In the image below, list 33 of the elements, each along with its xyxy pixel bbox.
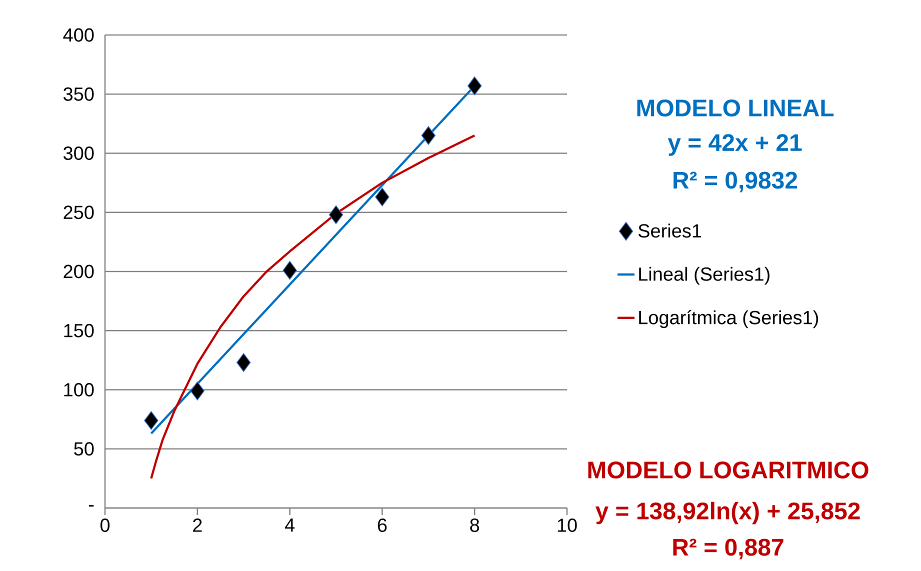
y-tick-label: 200 <box>64 264 94 278</box>
point <box>328 205 344 224</box>
y-tick-label: 300 <box>64 146 94 160</box>
text: y = 42x + 21 <box>668 134 802 156</box>
x-tick-label: 4 <box>284 518 295 532</box>
x-tick-label: 10 <box>558 518 577 532</box>
y-tick-label: - <box>89 505 94 507</box>
line-series <box>150 134 476 480</box>
x-tick-label: 8 <box>470 518 480 532</box>
point <box>421 126 436 145</box>
x-tick-label: 0 <box>100 518 110 532</box>
x-tick-label: 2 <box>193 518 202 532</box>
point <box>282 260 297 280</box>
y-tick-label: 400 <box>63 28 94 42</box>
text: MODELO LINEAL <box>637 99 834 116</box>
point <box>375 188 390 206</box>
point <box>236 353 251 372</box>
legend-label: Lineal (Series1) <box>639 266 770 285</box>
text: R² = 0,9832 <box>674 172 798 192</box>
y-tick-label: 250 <box>64 206 94 220</box>
text: MODELO LOGARITMICO <box>588 461 868 478</box>
text: R² = 0,887 <box>673 538 784 560</box>
y-tick-label: 150 <box>64 324 94 338</box>
legend-label: Logarítmica (Series1) <box>639 310 818 328</box>
legend-label: Series1 <box>638 224 702 238</box>
text: y = 138,92ln(x) + 25,852 <box>595 502 860 524</box>
y-tick-label: 100 <box>64 383 94 396</box>
y-tick-label: 50 <box>74 442 94 456</box>
y-tick-label: 350 <box>64 87 94 101</box>
point <box>144 411 158 430</box>
point <box>467 76 482 96</box>
point <box>190 382 205 400</box>
x-tick-label: 6 <box>378 518 387 532</box>
